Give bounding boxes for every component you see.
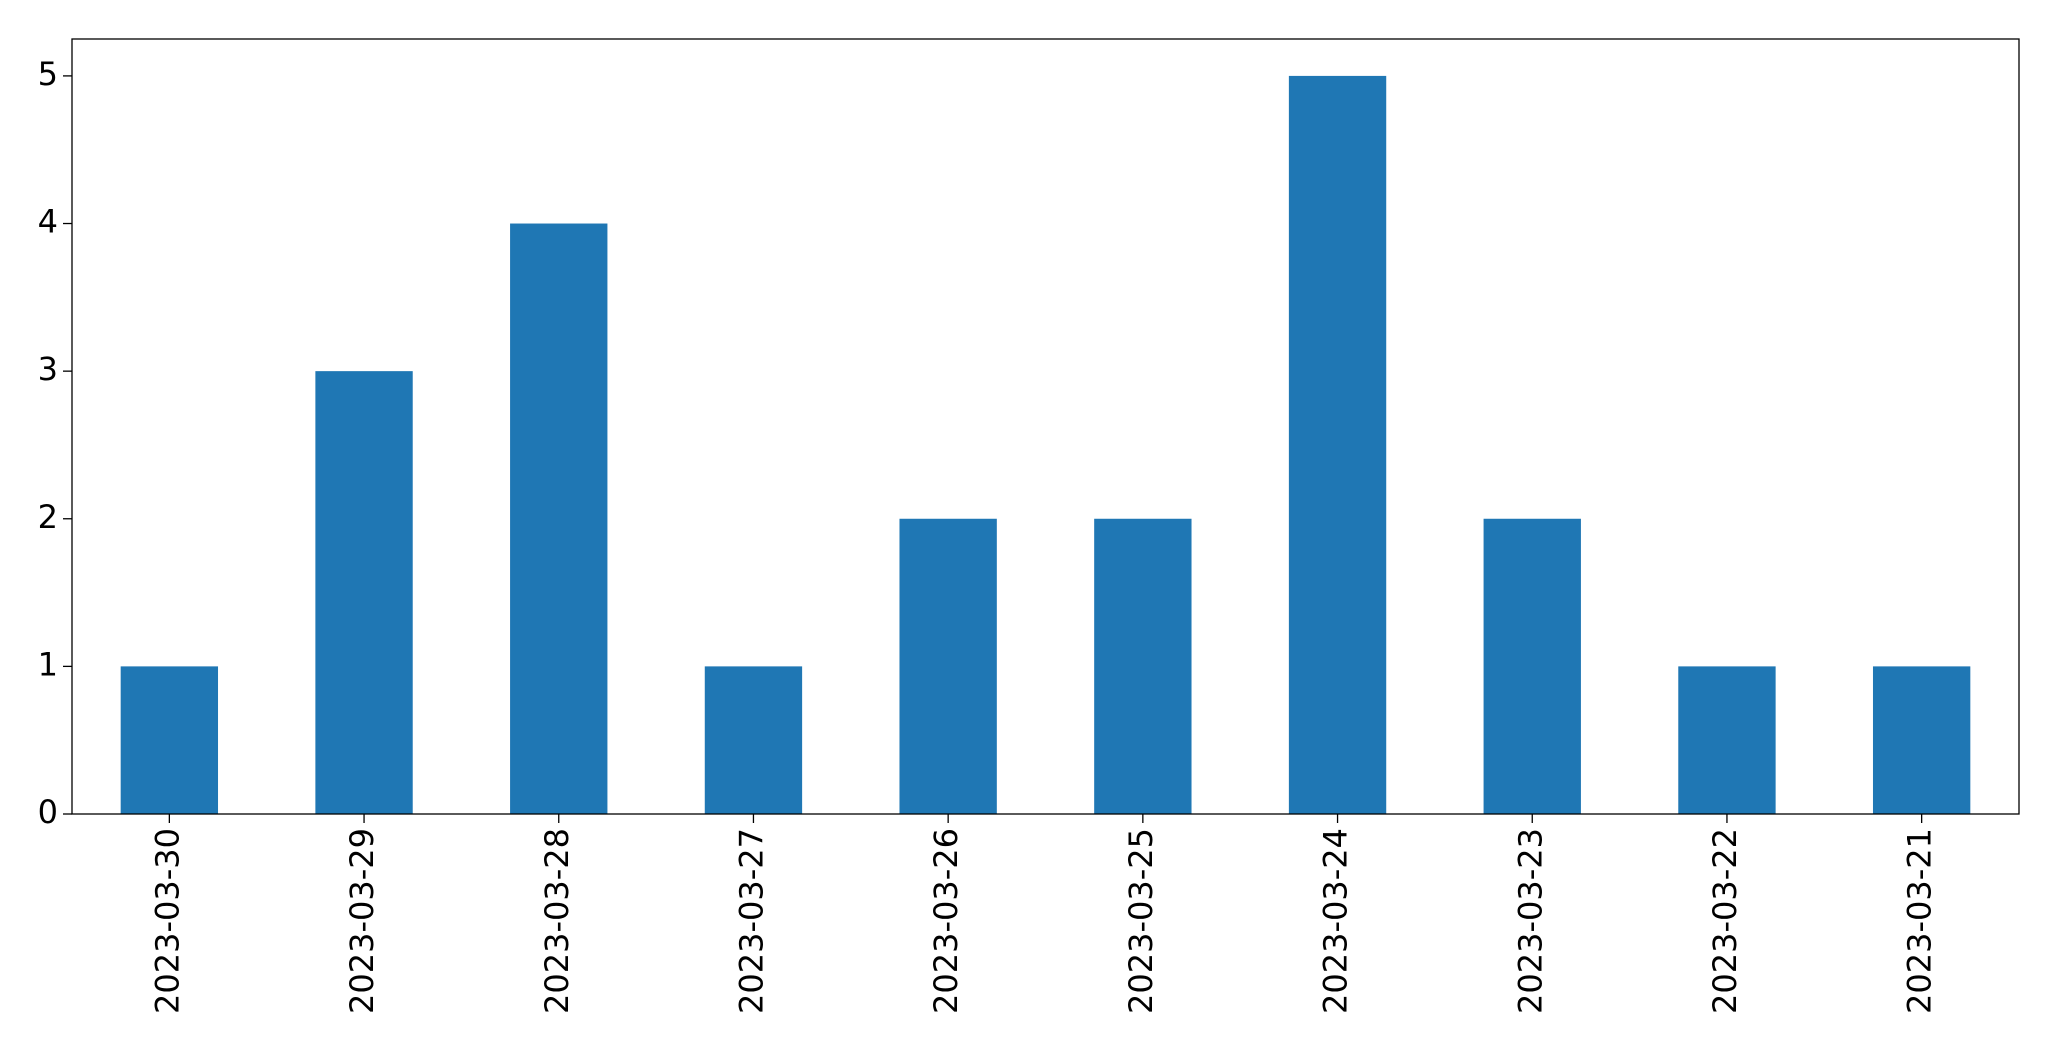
y-tick-label: 2 <box>38 498 58 536</box>
x-tick-label: 2023-03-30 <box>148 828 186 1014</box>
bar <box>1288 75 1387 814</box>
y-tick-label: 3 <box>38 350 58 388</box>
x-tick-label: 2023-03-28 <box>538 828 576 1014</box>
bar <box>120 666 219 814</box>
bar <box>704 666 803 814</box>
x-tick-label: 2023-03-26 <box>927 828 965 1014</box>
x-tick-label: 2023-03-23 <box>1511 828 1549 1014</box>
y-tick-label: 0 <box>38 793 58 831</box>
bar <box>1094 518 1192 814</box>
x-tick-label: 2023-03-25 <box>1122 828 1160 1014</box>
axes-frame <box>71 38 2020 815</box>
x-tick-label: 2023-03-21 <box>1901 828 1939 1014</box>
x-tick-label: 2023-03-29 <box>343 828 381 1014</box>
y-tick-label: 4 <box>38 203 58 241</box>
x-tick-label: 2023-03-27 <box>732 828 770 1014</box>
x-tick-label: 2023-03-24 <box>1317 828 1355 1014</box>
y-tick-label: 1 <box>38 645 58 683</box>
bar <box>315 371 413 814</box>
bar <box>1678 666 1776 814</box>
bar <box>1872 666 1971 814</box>
x-tick-label: 2023-03-22 <box>1706 828 1744 1014</box>
bar <box>1483 518 1581 814</box>
y-tick-label: 5 <box>38 55 58 93</box>
bar <box>510 223 608 814</box>
bar <box>899 518 997 814</box>
